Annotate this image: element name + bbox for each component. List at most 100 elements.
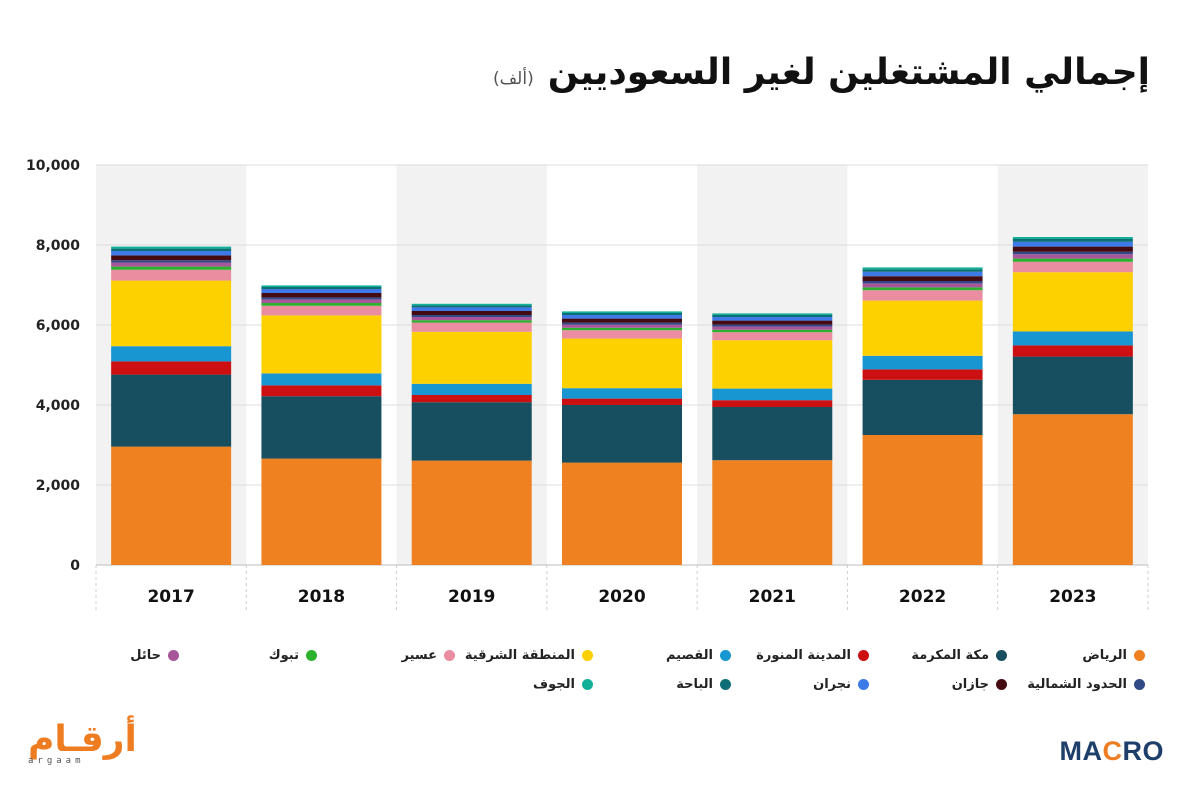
bar-segment (862, 369, 983, 380)
bar-segment (111, 251, 232, 256)
y-tick-label: 10,000 (26, 158, 80, 174)
bar-segment (411, 315, 532, 317)
bar-segment (712, 315, 833, 317)
bar-segment (862, 435, 983, 565)
stacked-bar-chart: 0 2,000 4,000 6,000 8,000 10,000 2017 2018 2019 2… (26, 158, 1149, 613)
bar-segment (261, 287, 382, 289)
bar-segment (111, 248, 232, 251)
chart-unit: (ألف) (492, 69, 534, 89)
bar-segment (261, 373, 382, 386)
x-tick-label: 2023 (1049, 587, 1096, 607)
legend-swatch (1134, 679, 1145, 690)
chart-legend: الرياض مكة المكرمة المدينة المنورة القصيم ال… (40, 648, 1145, 692)
legend-label: عسير (401, 648, 437, 663)
legend-item: الباحة (593, 677, 731, 692)
bar-segment (411, 395, 532, 403)
bar-segment (862, 267, 983, 270)
bar-segment (1012, 356, 1133, 415)
legend-item: جازان (869, 677, 1007, 692)
bar-segment (111, 255, 232, 261)
legend-swatch (582, 650, 593, 661)
bar-segment (411, 317, 532, 321)
bar-segment (562, 398, 682, 405)
legend-item: عسير (317, 648, 455, 663)
bar-segment (261, 458, 382, 565)
bar-segment (111, 280, 232, 347)
bar-segment (562, 327, 682, 331)
legend-swatch (996, 679, 1007, 690)
bar-segment (1012, 239, 1133, 242)
bar-segment (111, 262, 232, 267)
x-tick-label: 2022 (899, 587, 946, 607)
legend-label: الحدود الشمالية (1027, 677, 1127, 692)
bar-segment (712, 332, 833, 341)
bar-segment (411, 460, 532, 565)
legend-item: الحدود الشمالية (1007, 677, 1145, 692)
bar-segment (411, 307, 532, 311)
bar-segment (411, 331, 532, 384)
bar-segment (261, 315, 382, 374)
legend-item: المدينة المنورة (731, 648, 869, 663)
legend-item: الرياض (1007, 648, 1145, 663)
legend-label: تبوك (268, 648, 299, 663)
y-tick-label: 8,000 (36, 238, 81, 254)
bar-segment (862, 287, 983, 291)
legend-swatch (168, 650, 179, 661)
bar-segment (1012, 251, 1133, 255)
bar-segment (1012, 272, 1133, 332)
bar-segment (111, 260, 232, 263)
bar-segment (111, 346, 232, 362)
bar-segment (862, 271, 983, 277)
legend-label: حائل (130, 648, 161, 663)
bar-segment (111, 374, 232, 447)
x-tick-label: 2020 (598, 587, 645, 607)
bar-segment (712, 326, 833, 330)
bar-segment (261, 289, 382, 293)
bar-segment (1012, 331, 1133, 346)
bar-segment (562, 388, 682, 399)
legend-label: نجران (813, 677, 851, 692)
bar-segment (712, 340, 833, 389)
bar-segment (411, 322, 532, 332)
bar-segment (111, 246, 232, 249)
legend-label: القصيم (665, 648, 713, 663)
legend-label: الرياض (1082, 648, 1127, 663)
bar-segment (411, 383, 532, 395)
argaam-logo: أرقـام argaam (28, 722, 138, 772)
legend-swatch (444, 650, 455, 661)
bar-segment (712, 388, 833, 401)
legend-item: نجران (731, 677, 869, 692)
bar-segment (712, 324, 833, 327)
legend-swatch (306, 650, 317, 661)
legend-item: تبوك (179, 648, 317, 663)
bar-segment (411, 305, 532, 308)
bar-segment (862, 379, 983, 435)
bar-segment (712, 313, 833, 315)
legend-item: مكة المكرمة (869, 648, 1007, 663)
bar-segment (562, 405, 682, 463)
legend-item: المنطقة الشرقية (455, 648, 593, 663)
bar-segment (562, 324, 682, 328)
macro-logo: MACRO (1060, 736, 1165, 767)
bar-segment (562, 313, 682, 315)
legend-label: المدينة المنورة (756, 648, 851, 663)
bar-segment (712, 407, 833, 461)
bar-segment (111, 266, 232, 270)
bar-segment (261, 285, 382, 287)
bar-segment (562, 311, 682, 313)
macro-logo-part-c: RO (1122, 736, 1164, 766)
bar-segment (261, 396, 382, 459)
bar-segment (261, 303, 382, 306)
legend-swatch (858, 679, 869, 690)
legend-swatch (720, 650, 731, 661)
bar-segment (1012, 241, 1133, 247)
bar-segment (862, 283, 983, 288)
bar-segment (111, 446, 232, 565)
bar-segment (862, 290, 983, 301)
bar-segment (712, 317, 833, 321)
bar-segment (111, 269, 232, 281)
chart-header: إجمالي المشتغلين لغير السعوديين (ألف) (493, 52, 1150, 93)
bar-segment (712, 460, 833, 565)
bar-segment (562, 462, 682, 565)
chart-title: إجمالي المشتغلين لغير السعوديين (547, 52, 1150, 93)
